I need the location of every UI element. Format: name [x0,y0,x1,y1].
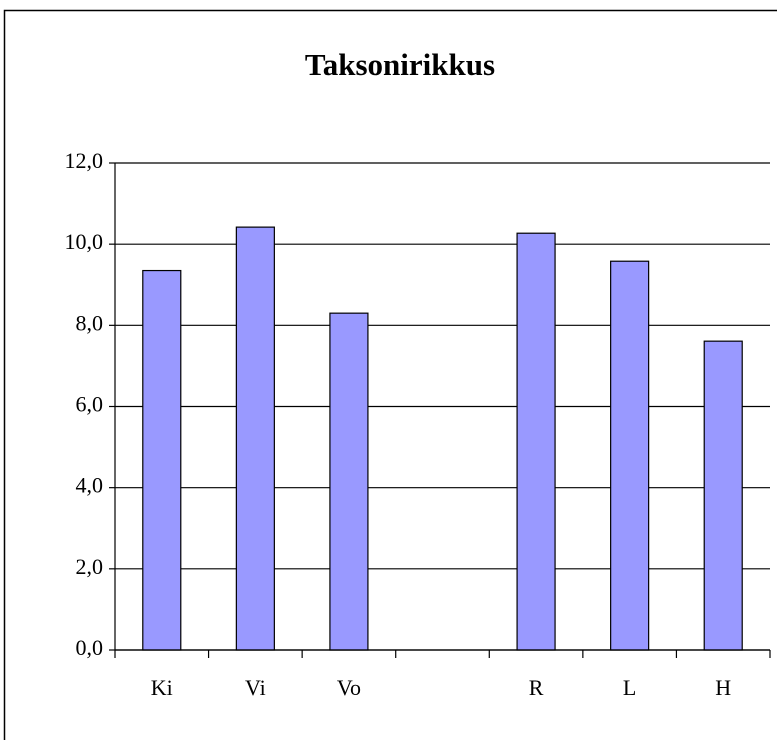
y-tick-label: 10,0 [65,229,104,254]
y-tick-label: 8,0 [76,310,104,335]
y-tick-label: 0,0 [76,635,104,660]
x-tick-label: Vi [245,675,266,700]
x-tick-label: L [623,675,636,700]
bar [516,232,556,651]
x-tick-label: R [529,675,544,700]
bar [329,312,369,651]
x-tick-label: Ki [151,675,173,700]
x-tick-label: Vo [337,675,361,700]
chart-frame [3,9,777,740]
bar [703,340,743,651]
chart-title: Taksonirikkus [305,47,495,82]
bar [610,260,650,651]
y-tick-label: 12,0 [65,148,104,173]
y-tick-label: 2,0 [76,554,104,579]
x-tick-label: H [715,675,731,700]
y-tick-label: 6,0 [76,392,104,417]
y-tick-label: 4,0 [76,473,104,498]
bar [142,269,182,651]
bar [235,226,275,651]
